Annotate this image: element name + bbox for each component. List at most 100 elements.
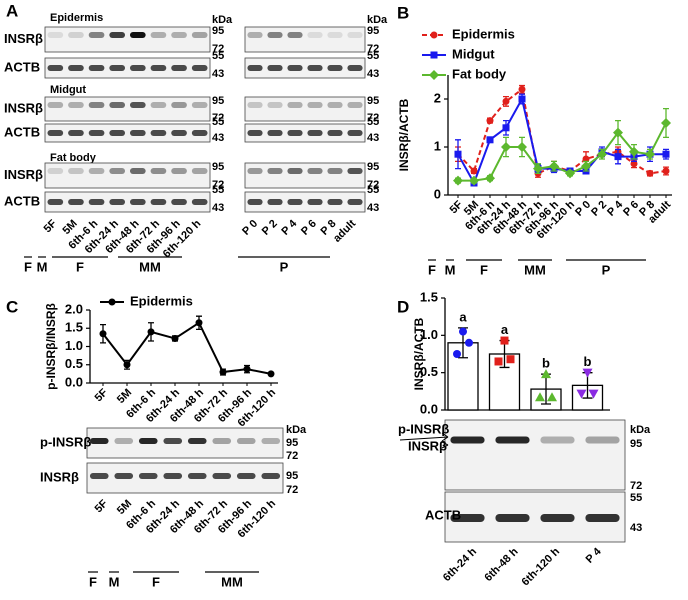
kda-marker: 95 <box>212 25 224 37</box>
y-tick-label: 0.0 <box>65 374 83 389</box>
blot-band <box>236 438 256 444</box>
data-point <box>645 149 655 160</box>
y-tick-label: 1.5 <box>65 320 83 335</box>
data-point <box>517 142 527 152</box>
blot-band <box>150 130 167 136</box>
blot-band <box>212 438 232 444</box>
kda-marker: 43 <box>212 68 224 80</box>
y-tick-label: 0.0 <box>420 401 438 416</box>
blot-band <box>171 65 187 71</box>
blot-band <box>109 199 126 205</box>
row-label: INSRβ <box>4 31 43 46</box>
blot <box>86 427 284 459</box>
data-point <box>646 169 654 177</box>
blot <box>244 191 366 213</box>
blot-band <box>150 32 167 38</box>
blot-band <box>247 130 263 136</box>
y-tick-label: 0 <box>434 186 441 201</box>
data-point <box>494 357 503 366</box>
blot-band <box>327 130 343 136</box>
blot <box>44 162 211 189</box>
data-point <box>485 173 495 184</box>
kda-marker: 95 <box>212 95 224 107</box>
kda-unit: kDa <box>212 14 233 26</box>
blot-band <box>68 199 84 205</box>
data-point <box>662 167 670 175</box>
row-label: p-INSRβ <box>398 421 449 436</box>
blot-band <box>307 65 323 71</box>
data-point <box>661 118 671 128</box>
blot-band <box>88 130 105 136</box>
blot-band <box>191 199 208 205</box>
row-label: ACTB <box>4 193 40 208</box>
blot-band <box>347 32 363 38</box>
data-point <box>454 150 462 158</box>
blot-band <box>212 473 232 479</box>
blot-band <box>129 102 146 108</box>
blot-band <box>171 130 187 136</box>
series-line <box>458 122 667 182</box>
significance-label: a <box>459 309 467 324</box>
legend-label: Epidermis <box>130 293 193 308</box>
kda-marker: 72 <box>212 112 224 124</box>
kda-marker: 55 <box>367 184 379 196</box>
blot-band <box>287 168 303 174</box>
kda-marker: 72 <box>630 480 642 492</box>
panel-letter: D <box>397 297 409 316</box>
y-tick-label: 1.5 <box>420 289 438 304</box>
data-point <box>486 117 494 125</box>
blot-band <box>68 32 84 38</box>
blot-band <box>191 102 208 108</box>
kda-marker: 43 <box>212 132 224 144</box>
lane-label: P 2 <box>260 218 280 238</box>
arrow <box>399 432 449 442</box>
group-label: P <box>280 259 289 274</box>
panel-letter: A <box>6 1 18 20</box>
series-line <box>457 87 667 175</box>
data-point <box>549 161 559 172</box>
kda-marker: 43 <box>367 68 379 80</box>
data-point <box>171 334 179 342</box>
blot-band <box>327 199 343 205</box>
data-point <box>469 175 479 186</box>
blot-band <box>138 438 158 444</box>
blot-band <box>150 102 167 108</box>
kda-unit: kDa <box>367 14 388 26</box>
blot-band <box>109 65 126 71</box>
blot-band <box>114 438 134 444</box>
blot-band <box>347 168 363 174</box>
blot-band <box>327 65 343 71</box>
group-label: M <box>37 259 48 274</box>
data-point <box>99 330 107 338</box>
blot-band <box>138 473 158 479</box>
blot-band <box>495 436 530 444</box>
tissue-label: Midgut <box>50 84 86 96</box>
kda-marker: 95 <box>630 438 642 450</box>
blot-band <box>68 168 84 174</box>
kda-marker: 72 <box>367 179 379 191</box>
data-point <box>576 389 587 399</box>
group-label: M <box>109 574 120 589</box>
blot-band <box>150 168 167 174</box>
group-label: F <box>89 574 97 589</box>
blot-band <box>450 436 485 444</box>
panel-letter: B <box>397 3 409 22</box>
row-label: INSRβ <box>408 438 447 453</box>
group-label: F <box>152 574 160 589</box>
blot-band <box>129 199 146 205</box>
kda-marker: 72 <box>212 179 224 191</box>
lane-label: 6th-48 h <box>482 546 521 585</box>
blot-band <box>307 102 323 108</box>
kda-unit: kDa <box>630 424 651 436</box>
kda-marker: 95 <box>286 470 298 482</box>
blot-band <box>109 130 126 136</box>
blot-band <box>307 32 323 38</box>
blot-band <box>287 199 303 205</box>
legend-label: Midgut <box>452 46 495 61</box>
blot-band <box>307 168 323 174</box>
blot <box>244 26 366 53</box>
y-tick-label: 1 <box>434 138 441 153</box>
data-point <box>147 328 155 336</box>
kda-marker: 95 <box>286 437 298 449</box>
blot-band <box>287 65 303 71</box>
